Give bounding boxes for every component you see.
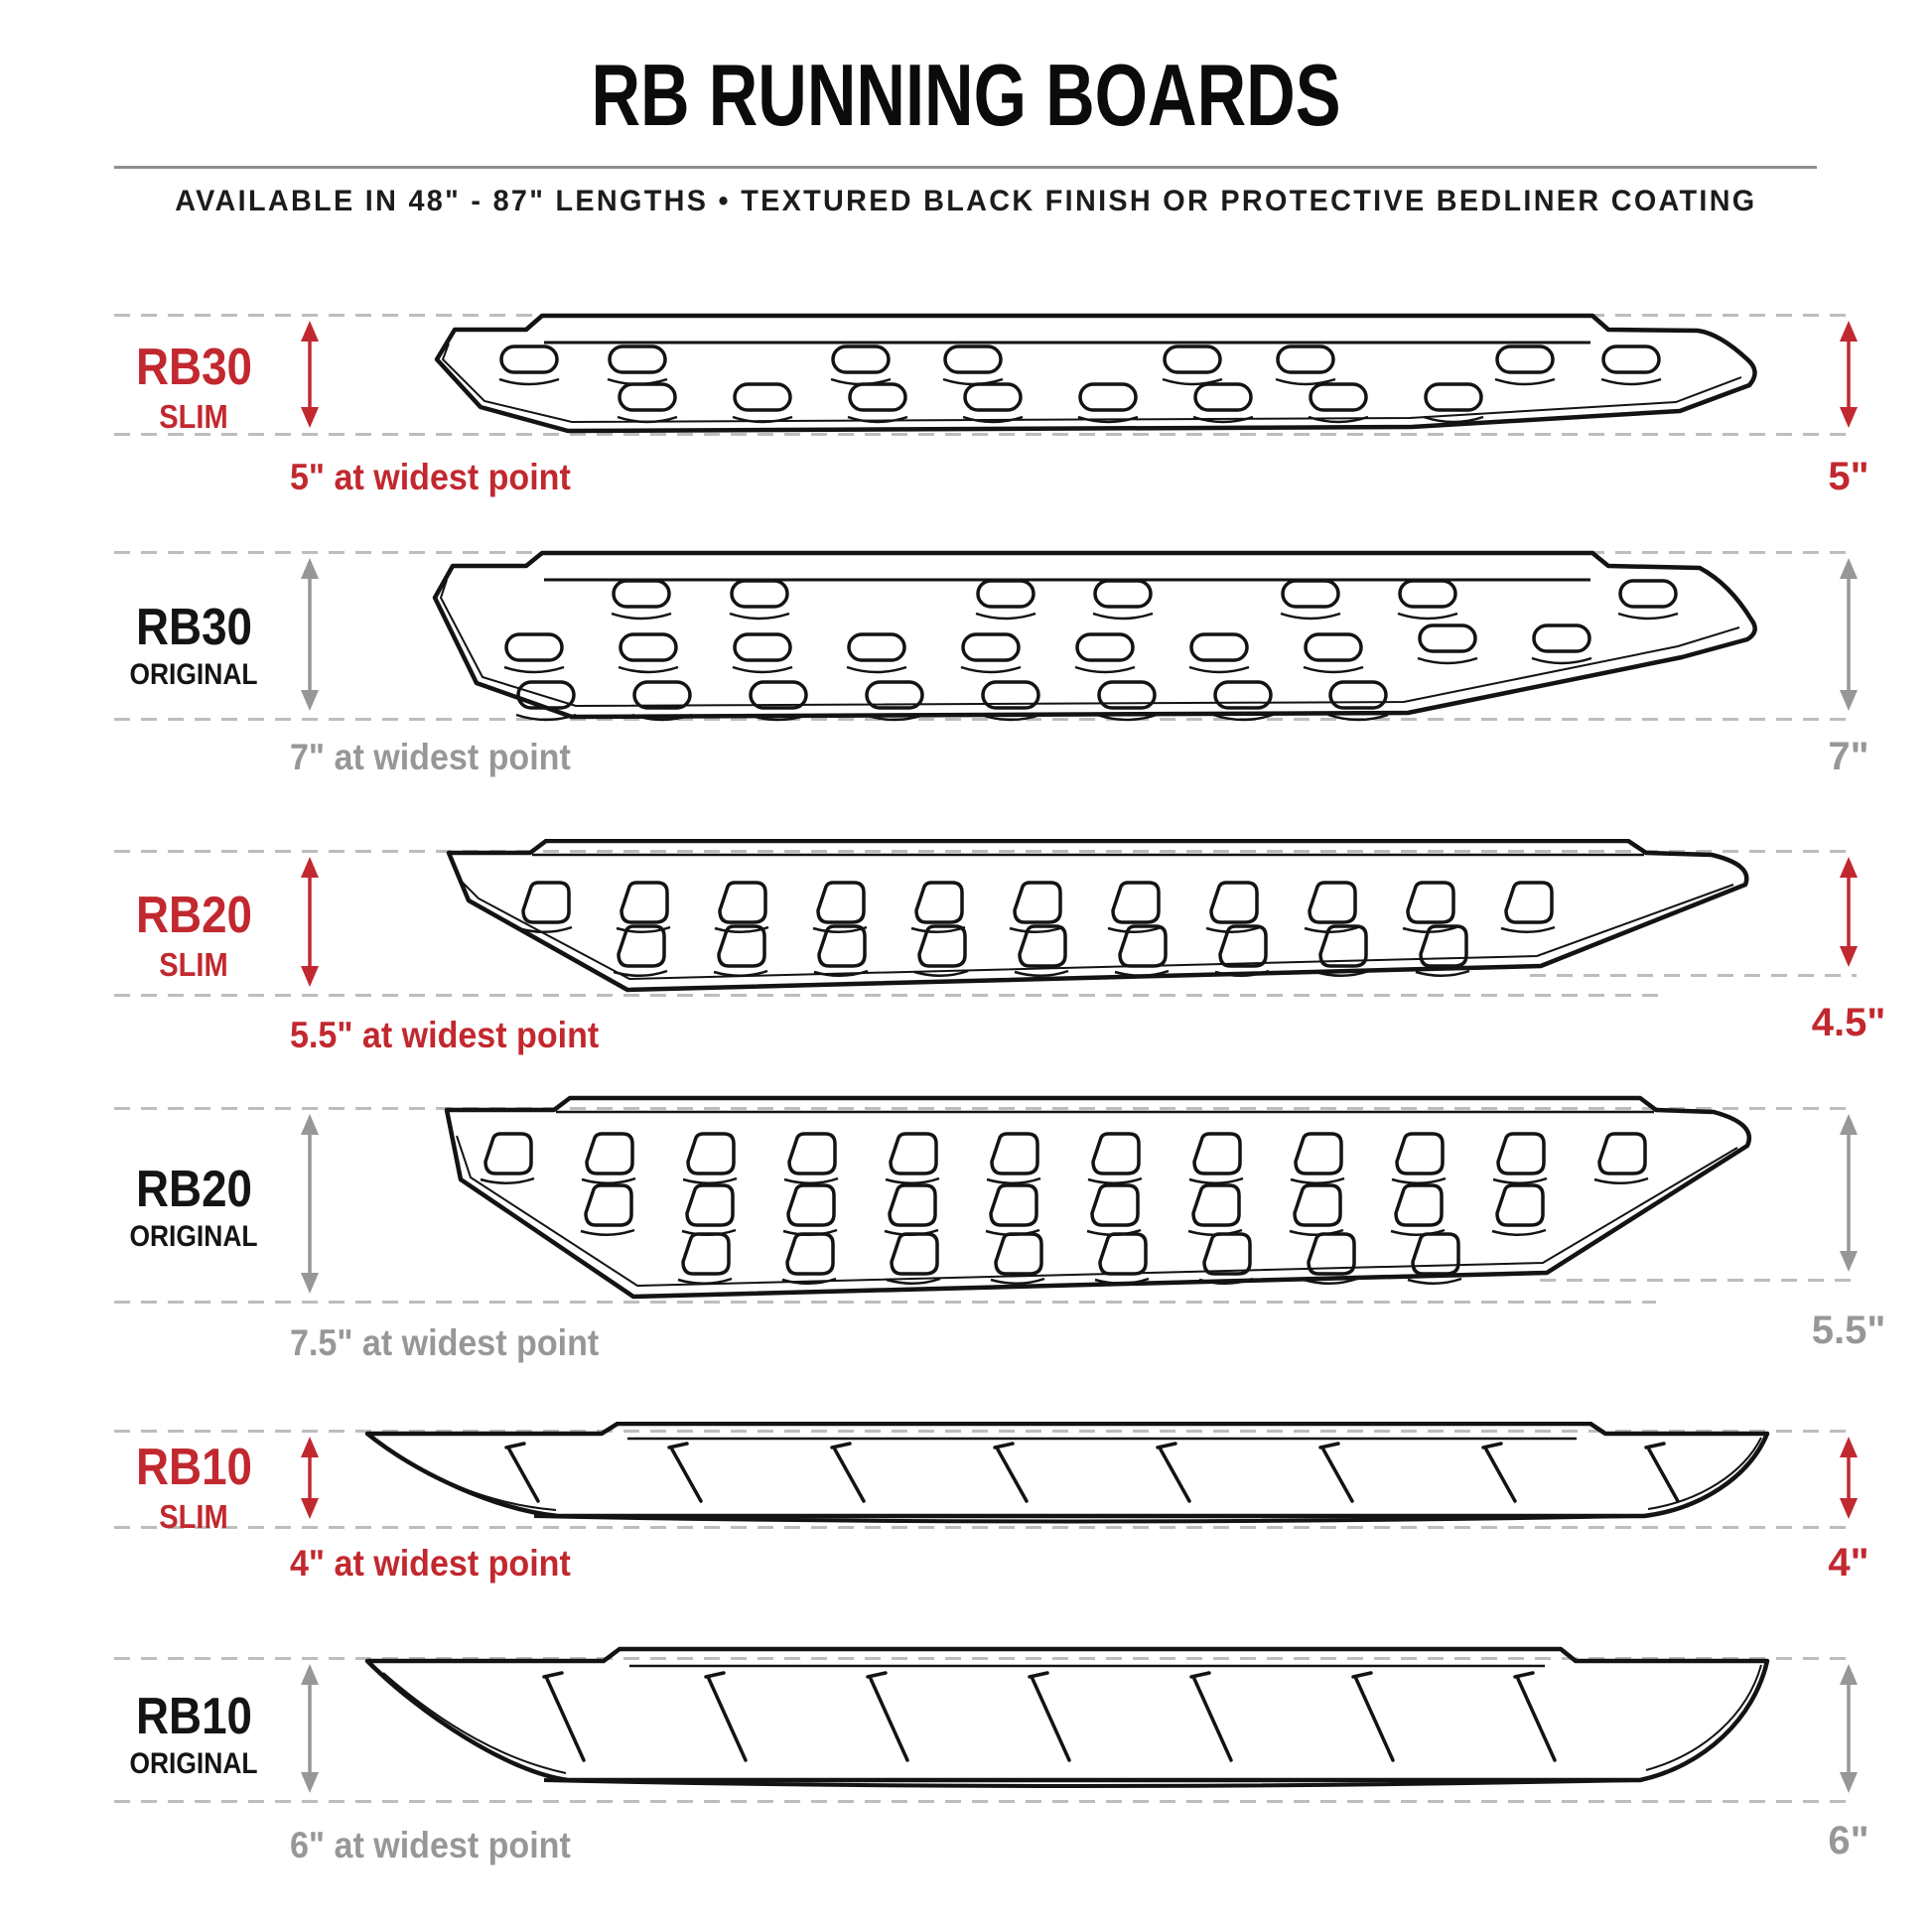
dashed-line xyxy=(114,1526,1857,1529)
height-arrow-right xyxy=(1840,321,1858,428)
model-name: RB10 xyxy=(135,1439,252,1496)
width-dimension: 5" at widest point xyxy=(290,457,571,497)
height-dimension: 4.5" xyxy=(1811,1001,1886,1044)
height-dimension: 6" xyxy=(1828,1819,1869,1863)
height-dimension: 7" xyxy=(1828,735,1869,778)
board-label: RB30 SLIM xyxy=(94,342,293,433)
width-dimension: 5.5" at widest point xyxy=(290,1015,600,1055)
dashed-line xyxy=(114,1800,1857,1803)
width-dimension: 7" at widest point xyxy=(290,737,571,777)
header-divider xyxy=(114,166,1817,169)
page-title: RB RUNNING BOARDS xyxy=(591,46,1341,144)
width-dimension: 7.5" at widest point xyxy=(290,1322,600,1363)
dashed-line xyxy=(114,1657,1857,1660)
height-arrow-left xyxy=(301,1437,319,1519)
model-name: RB20 xyxy=(135,887,252,944)
height-arrow-right xyxy=(1840,558,1858,711)
dashed-line xyxy=(114,850,1857,853)
dashed-line xyxy=(1530,974,1857,977)
page-subtitle: AVAILABLE IN 48" - 87" LENGTHS • TEXTURE… xyxy=(175,185,1757,217)
board-label: RB20 SLIM xyxy=(94,890,293,981)
height-arrow-left xyxy=(301,558,319,711)
variant-name: SLIM xyxy=(159,1498,228,1535)
height-arrow-right xyxy=(1840,857,1858,967)
height-arrow-left xyxy=(301,321,319,428)
height-dimension: 5.5" xyxy=(1811,1309,1886,1352)
height-arrow-right xyxy=(1840,1664,1858,1793)
dashed-line xyxy=(114,1107,1857,1110)
model-name: RB30 xyxy=(135,339,252,396)
board-drawing-rb20-slim xyxy=(446,839,1749,993)
board-label: RB10 SLIM xyxy=(94,1442,293,1533)
variant-name: ORIGINAL xyxy=(129,1220,258,1253)
board-label: RB30 ORIGINAL xyxy=(94,602,293,690)
height-arrow-right xyxy=(1840,1437,1858,1519)
dashed-line xyxy=(1540,1279,1857,1282)
height-arrow-left xyxy=(301,857,319,987)
height-arrow-right xyxy=(1840,1114,1858,1272)
board-drawing-rb20-original xyxy=(444,1095,1751,1300)
model-name: RB10 xyxy=(135,1688,252,1745)
board-drawing-rb30-original xyxy=(432,550,1757,722)
model-name: RB20 xyxy=(135,1161,252,1218)
variant-name: ORIGINAL xyxy=(129,1747,258,1780)
height-dimension: 4" xyxy=(1828,1541,1869,1585)
dashed-line xyxy=(114,994,1668,997)
board-label: RB10 ORIGINAL xyxy=(94,1691,293,1779)
variant-name: SLIM xyxy=(159,946,228,983)
height-arrow-left xyxy=(301,1114,319,1294)
board-drawing-rb30-slim xyxy=(434,313,1757,434)
variant-name: SLIM xyxy=(159,398,228,435)
subheader: AVAILABLE IN 48" - 87" LENGTHS • TEXTURE… xyxy=(0,185,1932,218)
height-dimension: 5" xyxy=(1828,455,1869,498)
dashed-line xyxy=(114,433,1857,436)
height-arrow-left xyxy=(301,1664,319,1793)
dashed-line xyxy=(114,1301,1656,1304)
model-name: RB30 xyxy=(135,599,252,656)
width-dimension: 4" at widest point xyxy=(290,1543,571,1584)
header: RB RUNNING BOARDS xyxy=(0,52,1932,139)
dashed-line xyxy=(114,718,1857,721)
board-drawing-rb10-slim xyxy=(364,1422,1770,1524)
board-drawing-rb10-original xyxy=(364,1646,1770,1788)
board-label: RB20 ORIGINAL xyxy=(94,1164,293,1252)
variant-name: ORIGINAL xyxy=(129,658,258,691)
dashed-line xyxy=(114,1430,1857,1433)
width-dimension: 6" at widest point xyxy=(290,1825,571,1865)
